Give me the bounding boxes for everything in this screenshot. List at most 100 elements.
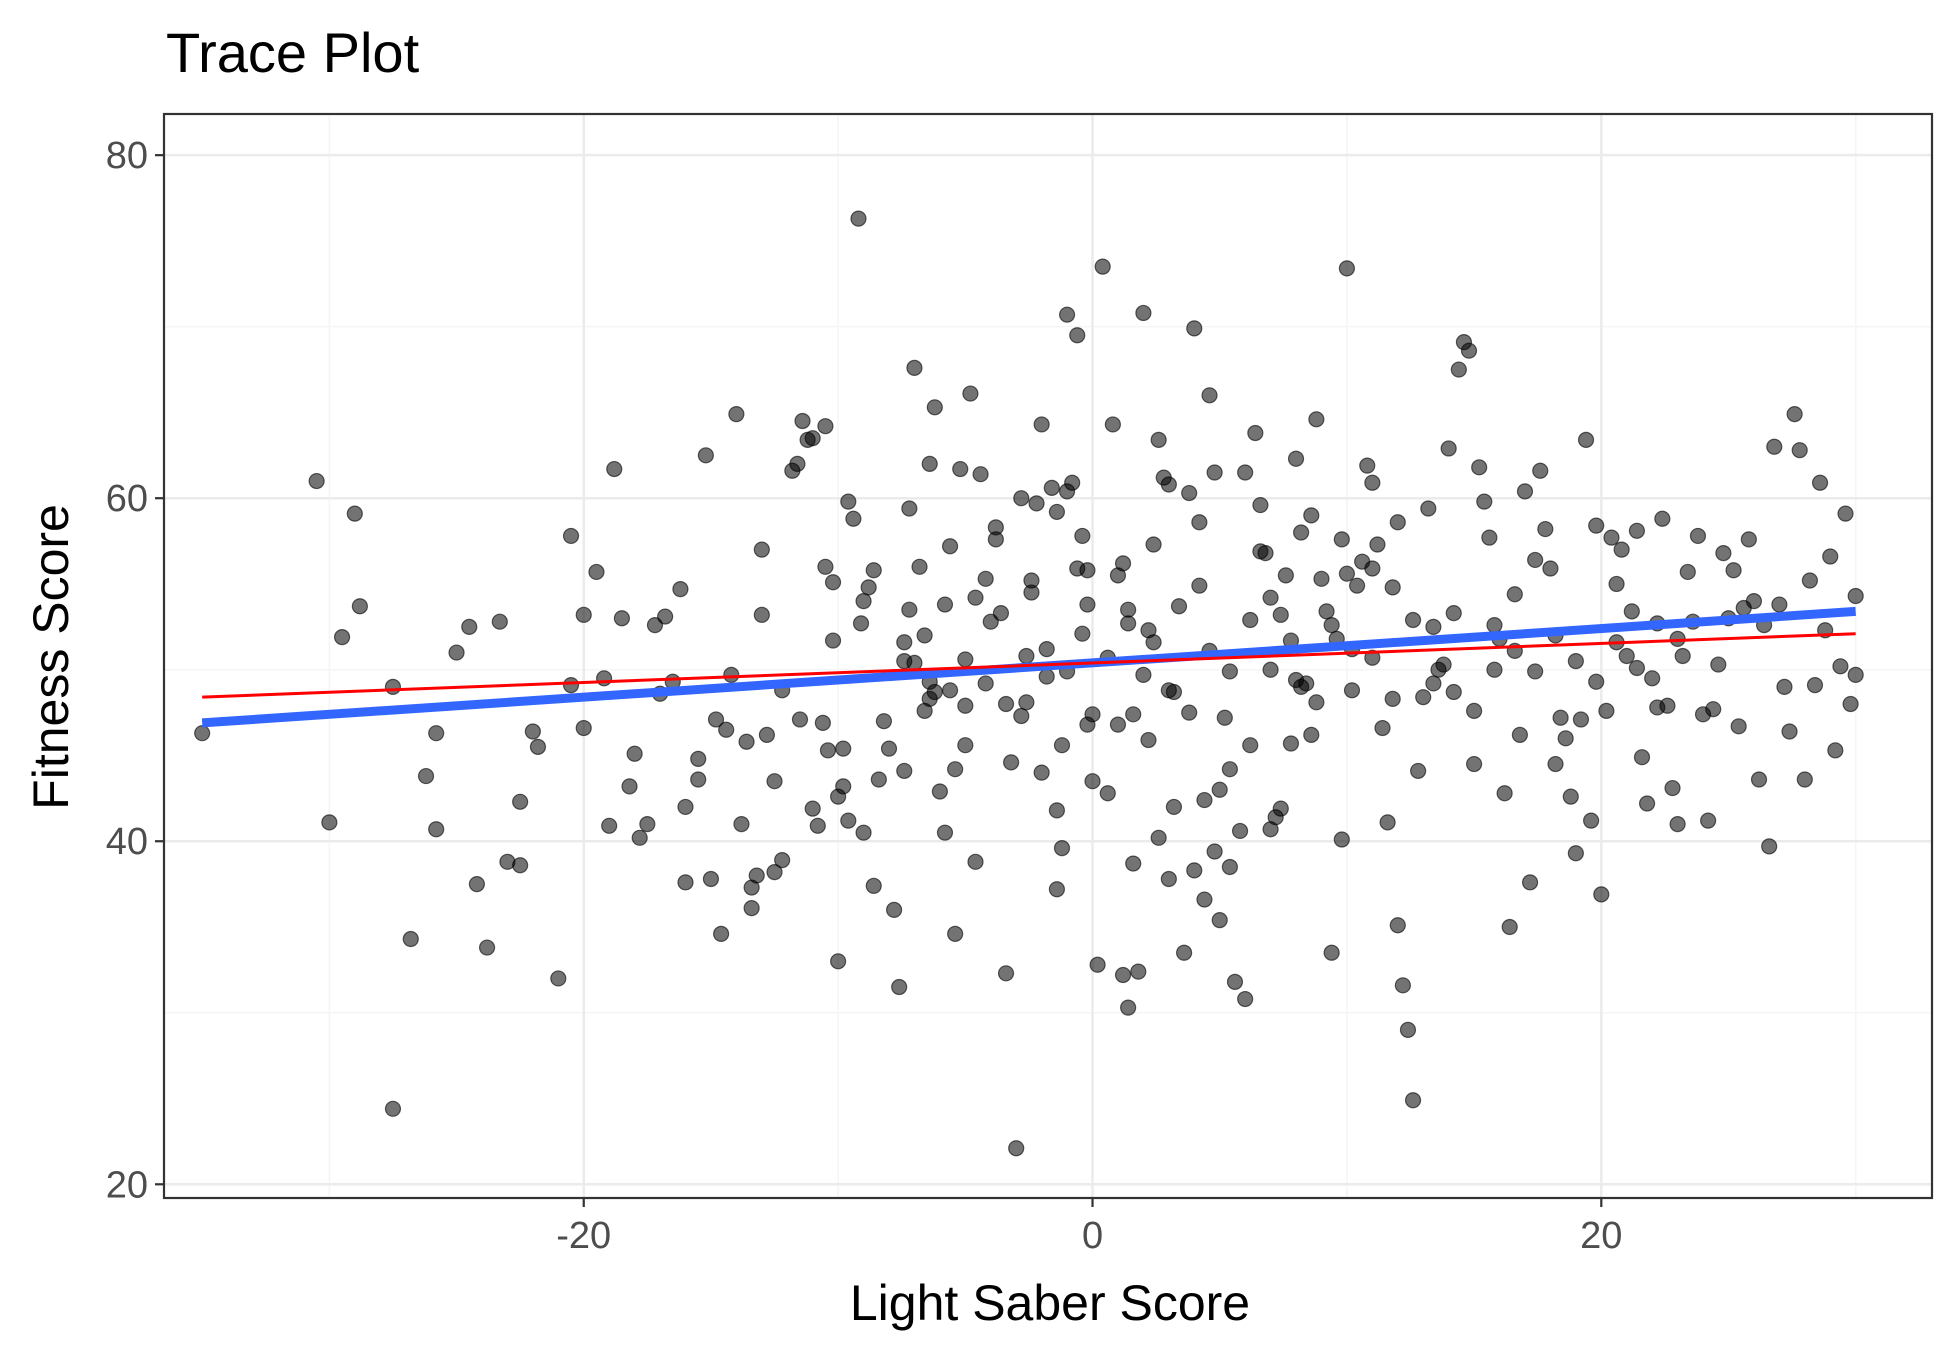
data-point	[1725, 562, 1742, 579]
data-point	[621, 778, 638, 795]
data-point	[1048, 503, 1066, 521]
y-tick-label: 20	[106, 1164, 148, 1206]
data-point	[997, 965, 1015, 982]
grid-major	[164, 114, 1932, 1198]
data-point	[1410, 762, 1427, 780]
data-point	[1806, 677, 1824, 694]
data-point	[1450, 361, 1467, 378]
data-point	[1654, 510, 1671, 527]
data-point	[697, 447, 714, 464]
data-point	[631, 829, 648, 846]
data-point	[626, 745, 643, 762]
data-point	[1511, 726, 1528, 743]
data-point	[1338, 260, 1356, 277]
data-point	[1018, 647, 1035, 665]
data-point	[1583, 812, 1600, 829]
data-point	[550, 970, 567, 987]
data-point	[1053, 840, 1071, 857]
data-point	[1588, 517, 1605, 534]
y-tick-label: 60	[106, 478, 148, 520]
data-point	[1537, 520, 1554, 538]
data-point	[967, 853, 984, 870]
data-point	[880, 740, 898, 757]
data-point	[1191, 514, 1208, 531]
data-point	[512, 793, 529, 810]
data-point	[1104, 416, 1121, 433]
data-point	[1527, 551, 1544, 569]
data-point	[1700, 812, 1717, 829]
data-point	[1216, 709, 1233, 726]
data-point	[1364, 474, 1381, 491]
data-point	[690, 750, 707, 768]
data-point	[1211, 912, 1228, 929]
data-point	[1832, 658, 1849, 675]
data-point	[1603, 529, 1620, 546]
data-point	[384, 678, 402, 695]
data-point	[1847, 666, 1864, 683]
data-point	[814, 714, 831, 731]
data-point	[402, 930, 419, 948]
data-point	[1369, 536, 1386, 553]
data-point	[1069, 327, 1086, 344]
data-point	[1221, 663, 1238, 680]
data-point	[947, 761, 964, 778]
chart-title: Trace Plot	[166, 21, 420, 84]
data-point	[1160, 682, 1177, 699]
data-point	[766, 773, 783, 790]
data-point	[1740, 531, 1757, 548]
data-point	[1822, 548, 1839, 565]
data-point	[1761, 838, 1778, 855]
data-point	[896, 762, 913, 780]
data-point	[1811, 474, 1829, 491]
data-point	[1389, 514, 1406, 531]
data-point	[1542, 560, 1559, 577]
data-point	[1125, 706, 1142, 723]
data-point	[601, 817, 618, 834]
data-point	[1384, 690, 1401, 707]
data-point	[1303, 507, 1320, 524]
data-point	[1079, 596, 1096, 613]
data-point	[1399, 1021, 1417, 1039]
data-point	[870, 771, 887, 788]
data-point	[595, 670, 613, 687]
data-point	[1786, 406, 1803, 423]
data-point	[1196, 891, 1213, 908]
data-point	[1359, 457, 1376, 474]
x-axis-title: Light Saber Score	[850, 1275, 1250, 1331]
data-point	[428, 821, 445, 838]
data-point	[1766, 438, 1783, 455]
data-point	[1598, 702, 1615, 719]
data-point	[1313, 570, 1330, 587]
data-point	[1318, 603, 1335, 620]
data-point	[1160, 476, 1177, 493]
data-point	[957, 651, 974, 668]
data-point	[1221, 858, 1238, 876]
data-point	[1175, 944, 1193, 961]
data-point	[346, 505, 363, 522]
data-point	[804, 800, 821, 817]
data-point	[1013, 707, 1030, 725]
data-point	[1308, 694, 1325, 711]
data-point	[1730, 718, 1747, 735]
data-point	[926, 399, 943, 416]
x-axis-ticks: -20 0 20	[556, 1198, 1622, 1257]
data-point	[845, 510, 862, 527]
data-point	[677, 798, 694, 816]
data-point	[1114, 555, 1132, 572]
data-point	[817, 558, 834, 575]
data-point	[875, 713, 893, 730]
data-point	[1196, 791, 1213, 809]
data-point	[1776, 678, 1793, 695]
data-point	[728, 406, 745, 423]
data-point	[967, 589, 984, 606]
data-point	[1048, 802, 1066, 819]
data-point	[1501, 918, 1518, 936]
data-point	[1593, 886, 1610, 903]
data-point	[911, 558, 928, 575]
data-point	[562, 527, 580, 545]
data-point	[1715, 544, 1732, 562]
data-point	[1521, 874, 1539, 891]
data-point	[1333, 531, 1350, 548]
data-point	[1613, 541, 1630, 558]
data-point	[1425, 618, 1442, 635]
